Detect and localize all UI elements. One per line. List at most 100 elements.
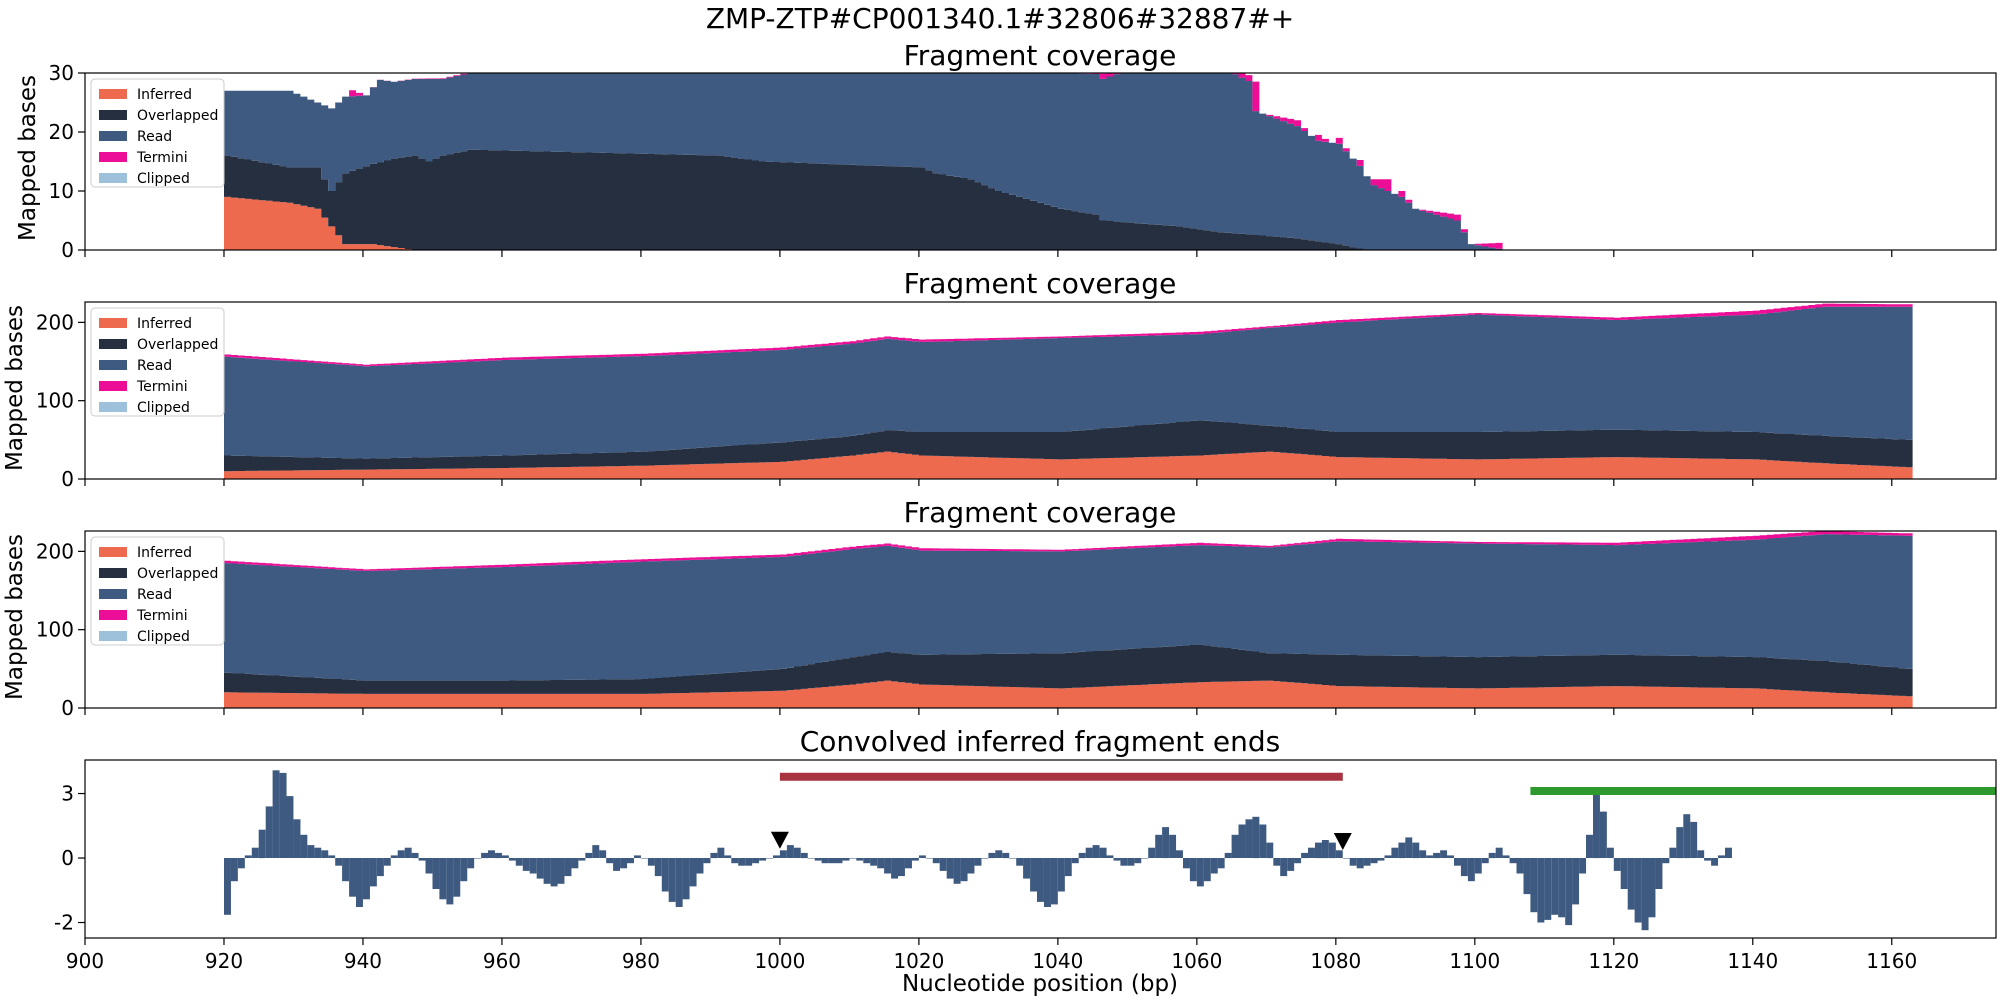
area-inferred — [224, 451, 1913, 479]
bar — [647, 858, 655, 866]
bar — [1134, 858, 1142, 864]
legend-swatch-read — [99, 131, 127, 141]
bar — [1363, 858, 1371, 866]
area-overlapped — [224, 644, 1913, 697]
bar — [1676, 827, 1684, 859]
legend-label-clipped: Clipped — [137, 171, 190, 187]
legend-label-inferred: Inferred — [137, 545, 192, 561]
bar — [1558, 858, 1566, 918]
legend-swatch-inferred — [99, 318, 127, 328]
bar — [696, 858, 704, 874]
bar — [1599, 811, 1607, 858]
area-read — [224, 73, 1510, 250]
legend-swatch-clipped — [99, 631, 127, 641]
bar — [1176, 850, 1183, 858]
bar — [1252, 816, 1260, 859]
bar — [522, 858, 530, 871]
axes-frame — [84, 72, 1997, 251]
bar — [265, 806, 273, 858]
bar — [342, 858, 350, 882]
bar — [1189, 858, 1197, 882]
bar — [1426, 855, 1434, 858]
bar — [634, 855, 641, 858]
bar — [842, 858, 850, 861]
legend-label-termini: Termini — [136, 379, 188, 395]
bar — [1447, 855, 1454, 858]
bar — [1544, 858, 1552, 920]
bar — [960, 858, 968, 882]
panel-4-title: Convolved inferred fragment ends — [800, 725, 1281, 758]
bar — [745, 858, 753, 866]
bar — [773, 855, 780, 858]
bar — [752, 858, 760, 864]
bar — [835, 858, 843, 864]
bar — [251, 847, 259, 858]
y-tick-label: 30 — [49, 61, 74, 85]
bar — [627, 858, 634, 864]
bar — [1231, 834, 1239, 858]
bar — [682, 858, 690, 900]
bar — [536, 858, 544, 879]
bar — [550, 858, 558, 887]
bar — [946, 858, 954, 879]
bar — [543, 858, 551, 884]
bar — [1037, 858, 1044, 902]
bar — [432, 858, 440, 889]
bar — [1530, 858, 1538, 913]
bar — [1495, 847, 1503, 858]
bar — [654, 858, 662, 877]
bar — [1523, 858, 1531, 895]
bar — [578, 858, 586, 861]
bar — [1718, 855, 1725, 858]
bar — [418, 858, 426, 861]
x-tick-label: 980 — [622, 949, 660, 973]
bar — [571, 858, 579, 869]
x-tick-label: 960 — [483, 949, 521, 973]
axes-frame — [84, 301, 1997, 480]
bar — [1057, 858, 1065, 892]
x-tick-label: 1060 — [1171, 949, 1222, 973]
bar — [1419, 850, 1427, 858]
bar — [988, 852, 996, 859]
bar — [335, 858, 343, 866]
x-tick-label: 1120 — [1588, 949, 1639, 973]
bar — [1315, 842, 1322, 859]
panel-1-ylabel: Mapped bases — [15, 75, 41, 241]
bar — [321, 850, 329, 858]
bar — [1502, 855, 1510, 858]
bar — [1551, 858, 1559, 915]
bar — [1648, 858, 1656, 918]
bar — [1565, 858, 1573, 926]
bar — [390, 855, 398, 858]
bar — [411, 852, 419, 859]
bar — [1162, 827, 1170, 859]
bar — [1655, 858, 1663, 889]
bar — [1301, 852, 1309, 859]
bar — [1370, 858, 1378, 864]
bar — [474, 858, 482, 859]
bar — [1579, 858, 1587, 874]
bar — [1467, 858, 1475, 882]
legend-swatch-overlapped — [99, 568, 127, 578]
bar — [1273, 858, 1281, 866]
bar — [1349, 858, 1357, 866]
bar — [1488, 852, 1496, 859]
bar — [1321, 840, 1329, 859]
y-tick-label: 100 — [36, 618, 74, 642]
bar — [1634, 858, 1642, 923]
panel-2-title: Fragment coverage — [904, 267, 1177, 300]
bar — [495, 852, 502, 859]
bar — [397, 850, 405, 858]
bar — [925, 858, 933, 859]
bar — [884, 858, 892, 874]
y-tick-label: 10 — [49, 179, 74, 203]
bar — [1481, 858, 1489, 864]
legend-swatch-overlapped — [99, 339, 127, 349]
bar — [1106, 855, 1114, 858]
bar — [849, 858, 857, 859]
bar — [1440, 850, 1448, 858]
bar — [724, 855, 732, 858]
bar — [1328, 842, 1336, 859]
bar — [613, 858, 621, 871]
